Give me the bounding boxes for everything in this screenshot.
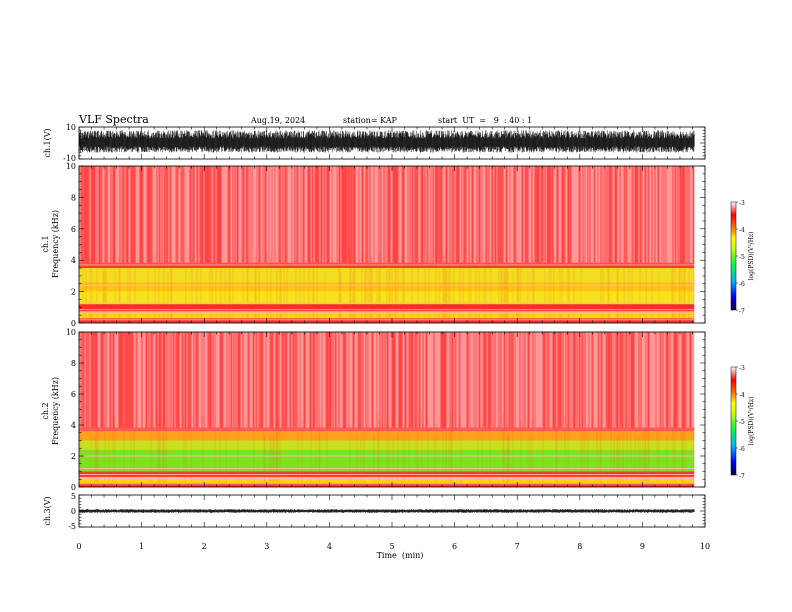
time-tick-label: 8 (577, 542, 582, 551)
time-tick-label: 6 (452, 542, 457, 551)
frequency-tick-label: 8 (71, 193, 76, 202)
ch3-waveform-panel: 5 0 -5 ch.3(V) 0 1 2 3 4 5 6 7 8 9 10 Time (min) (43, 492, 710, 560)
ch1-ticks (78, 126, 706, 160)
ch2-colorbar-tick-label: -4 (739, 392, 745, 399)
spectrogram-band (79, 440, 695, 450)
ch2-spectrogram-panel: 0 2 4 6 8 10 ch.2 Frequency (kHz) -3 -4 -5 -6… (41, 328, 755, 492)
ch1-colorbar-tick-label: -4 (739, 227, 745, 234)
ch1-colorbar: -3 -4 -5 -6 -7 log(PSD)(V²/Hz) (730, 200, 755, 315)
ch3-ytick-top: 5 (71, 492, 76, 501)
ch1-colorbar-tick-label: -5 (739, 254, 745, 261)
ch1-ytick-bottom: -10 (63, 154, 76, 163)
ch1-spec-ticks (78, 165, 706, 324)
ch3-ytick-mid: 0 (71, 507, 76, 516)
ch1-waveform-panel: 10 -10 ch.1(V) (43, 123, 706, 163)
time-tick-label: 9 (640, 542, 645, 551)
frequency-tick-label: 8 (71, 359, 76, 368)
spectrogram-band (79, 476, 695, 484)
figure-title: VLF Spectra (78, 113, 149, 126)
time-tick-label: 5 (389, 542, 394, 551)
ch2-spec-ylabel-channel: ch.2 (41, 402, 50, 419)
spectrogram-band (79, 318, 695, 323)
ch1-spectrogram-panel: 0 2 4 6 8 10 ch.1 Frequency (kHz) -3 -4 -5 -6… (41, 162, 755, 328)
time-tick-label: 2 (202, 542, 207, 551)
time-axis-label: Time (min) (377, 551, 424, 560)
spectrogram-band (79, 263, 695, 269)
frequency-tick-label: 10 (66, 328, 76, 337)
time-tick-label: 7 (515, 542, 520, 551)
ch1-ytick-top: 10 (66, 123, 76, 132)
spectrogram-texture (81, 166, 695, 263)
ch1-spec-ytick-labels: 0 2 4 6 8 10 (66, 162, 76, 328)
ch1-colorbar-label: log(PSD)(V²/Hz) (748, 232, 755, 281)
time-tick-label: 1 (139, 542, 144, 551)
frequency-tick-label: 4 (71, 421, 76, 430)
waveform-line (79, 130, 695, 153)
ch2-spectrogram-image (79, 332, 705, 487)
station-label: station= KAP (343, 116, 398, 125)
frequency-tick-label: 6 (71, 390, 76, 399)
ch2-colorbar-tick-label: -6 (739, 446, 745, 453)
ch2-spec-ticks (78, 331, 706, 488)
spectrogram-band (79, 282, 695, 292)
ch1-colorbar-tick-label: -7 (739, 308, 745, 315)
start-time-label: start UT = 9 : 40 : 1 (438, 116, 532, 125)
ch1-colorbar-tick-label: -6 (739, 281, 745, 288)
ch1-waveform-trace (79, 130, 695, 153)
spectrogram-empty-region (694, 166, 705, 323)
frequency-tick-label: 2 (71, 288, 76, 297)
spectrogram-band (79, 291, 695, 305)
frequency-tick-label: 0 (71, 319, 76, 328)
ch3-waveform-trace (79, 509, 695, 513)
time-axis-tick-labels: 0 1 2 3 4 5 6 7 8 9 10 (76, 542, 710, 551)
ch1-colorbar-tick-label: -3 (739, 200, 745, 207)
spectrogram-texture (79, 166, 693, 263)
ch3-ytick-bottom: -5 (68, 522, 76, 531)
spectrogram-band (79, 311, 695, 319)
ch1-colorbar-bar (730, 201, 737, 311)
ch2-colorbar: -3 -4 -5 -6 -7 log(PSD)(V²/Hz) (730, 365, 755, 480)
spectrogram-band (79, 449, 695, 472)
ch1-spectrogram-image (79, 166, 705, 323)
ch3-ylabel: ch.3(V) (43, 496, 52, 525)
spectrogram-band (79, 304, 695, 312)
time-tick-label: 0 (76, 542, 81, 551)
spectrogram-empty-region (694, 332, 705, 487)
waveform-line (79, 509, 695, 513)
ch3-ticks (78, 494, 706, 528)
spectrogram-texture (79, 412, 695, 483)
ch1-spec-ylabel-frequency: Frequency (kHz) (51, 210, 60, 278)
spectrogram-texture (79, 332, 695, 428)
frequency-tick-label: 6 (71, 225, 76, 234)
ch2-colorbar-ticks (736, 366, 738, 476)
ch2-colorbar-label: log(PSD)(V²/Hz) (748, 397, 755, 446)
ch2-colorbar-bar (730, 366, 737, 476)
date-label: Aug.19, 2024 (250, 116, 305, 125)
ch1-colorbar-ticks (736, 201, 738, 311)
frequency-tick-label: 2 (71, 452, 76, 461)
spectrogram-band (79, 483, 695, 487)
time-tick-label: 3 (264, 542, 269, 551)
spectrogram-band (79, 268, 695, 283)
ch1-spec-ylabel-channel: ch.1 (41, 235, 50, 252)
frequency-tick-label: 0 (71, 483, 76, 492)
spectrogram-texture (83, 332, 692, 428)
spectrogram-band (79, 431, 695, 441)
time-tick-label: 10 (700, 542, 710, 551)
ch2-spec-ytick-labels: 0 2 4 6 8 10 (66, 328, 76, 492)
ch1-ylabel: ch.1(V) (43, 128, 52, 157)
ch2-spec-ylabel-frequency: Frequency (kHz) (51, 377, 60, 445)
ch2-colorbar-tick-label: -7 (739, 473, 745, 480)
time-tick-label: 4 (327, 542, 332, 551)
ch2-colorbar-tick-label: -5 (739, 419, 745, 426)
frequency-tick-label: 10 (66, 162, 76, 171)
ch2-colorbar-tick-label: -3 (739, 365, 745, 372)
frequency-tick-label: 4 (71, 256, 76, 265)
